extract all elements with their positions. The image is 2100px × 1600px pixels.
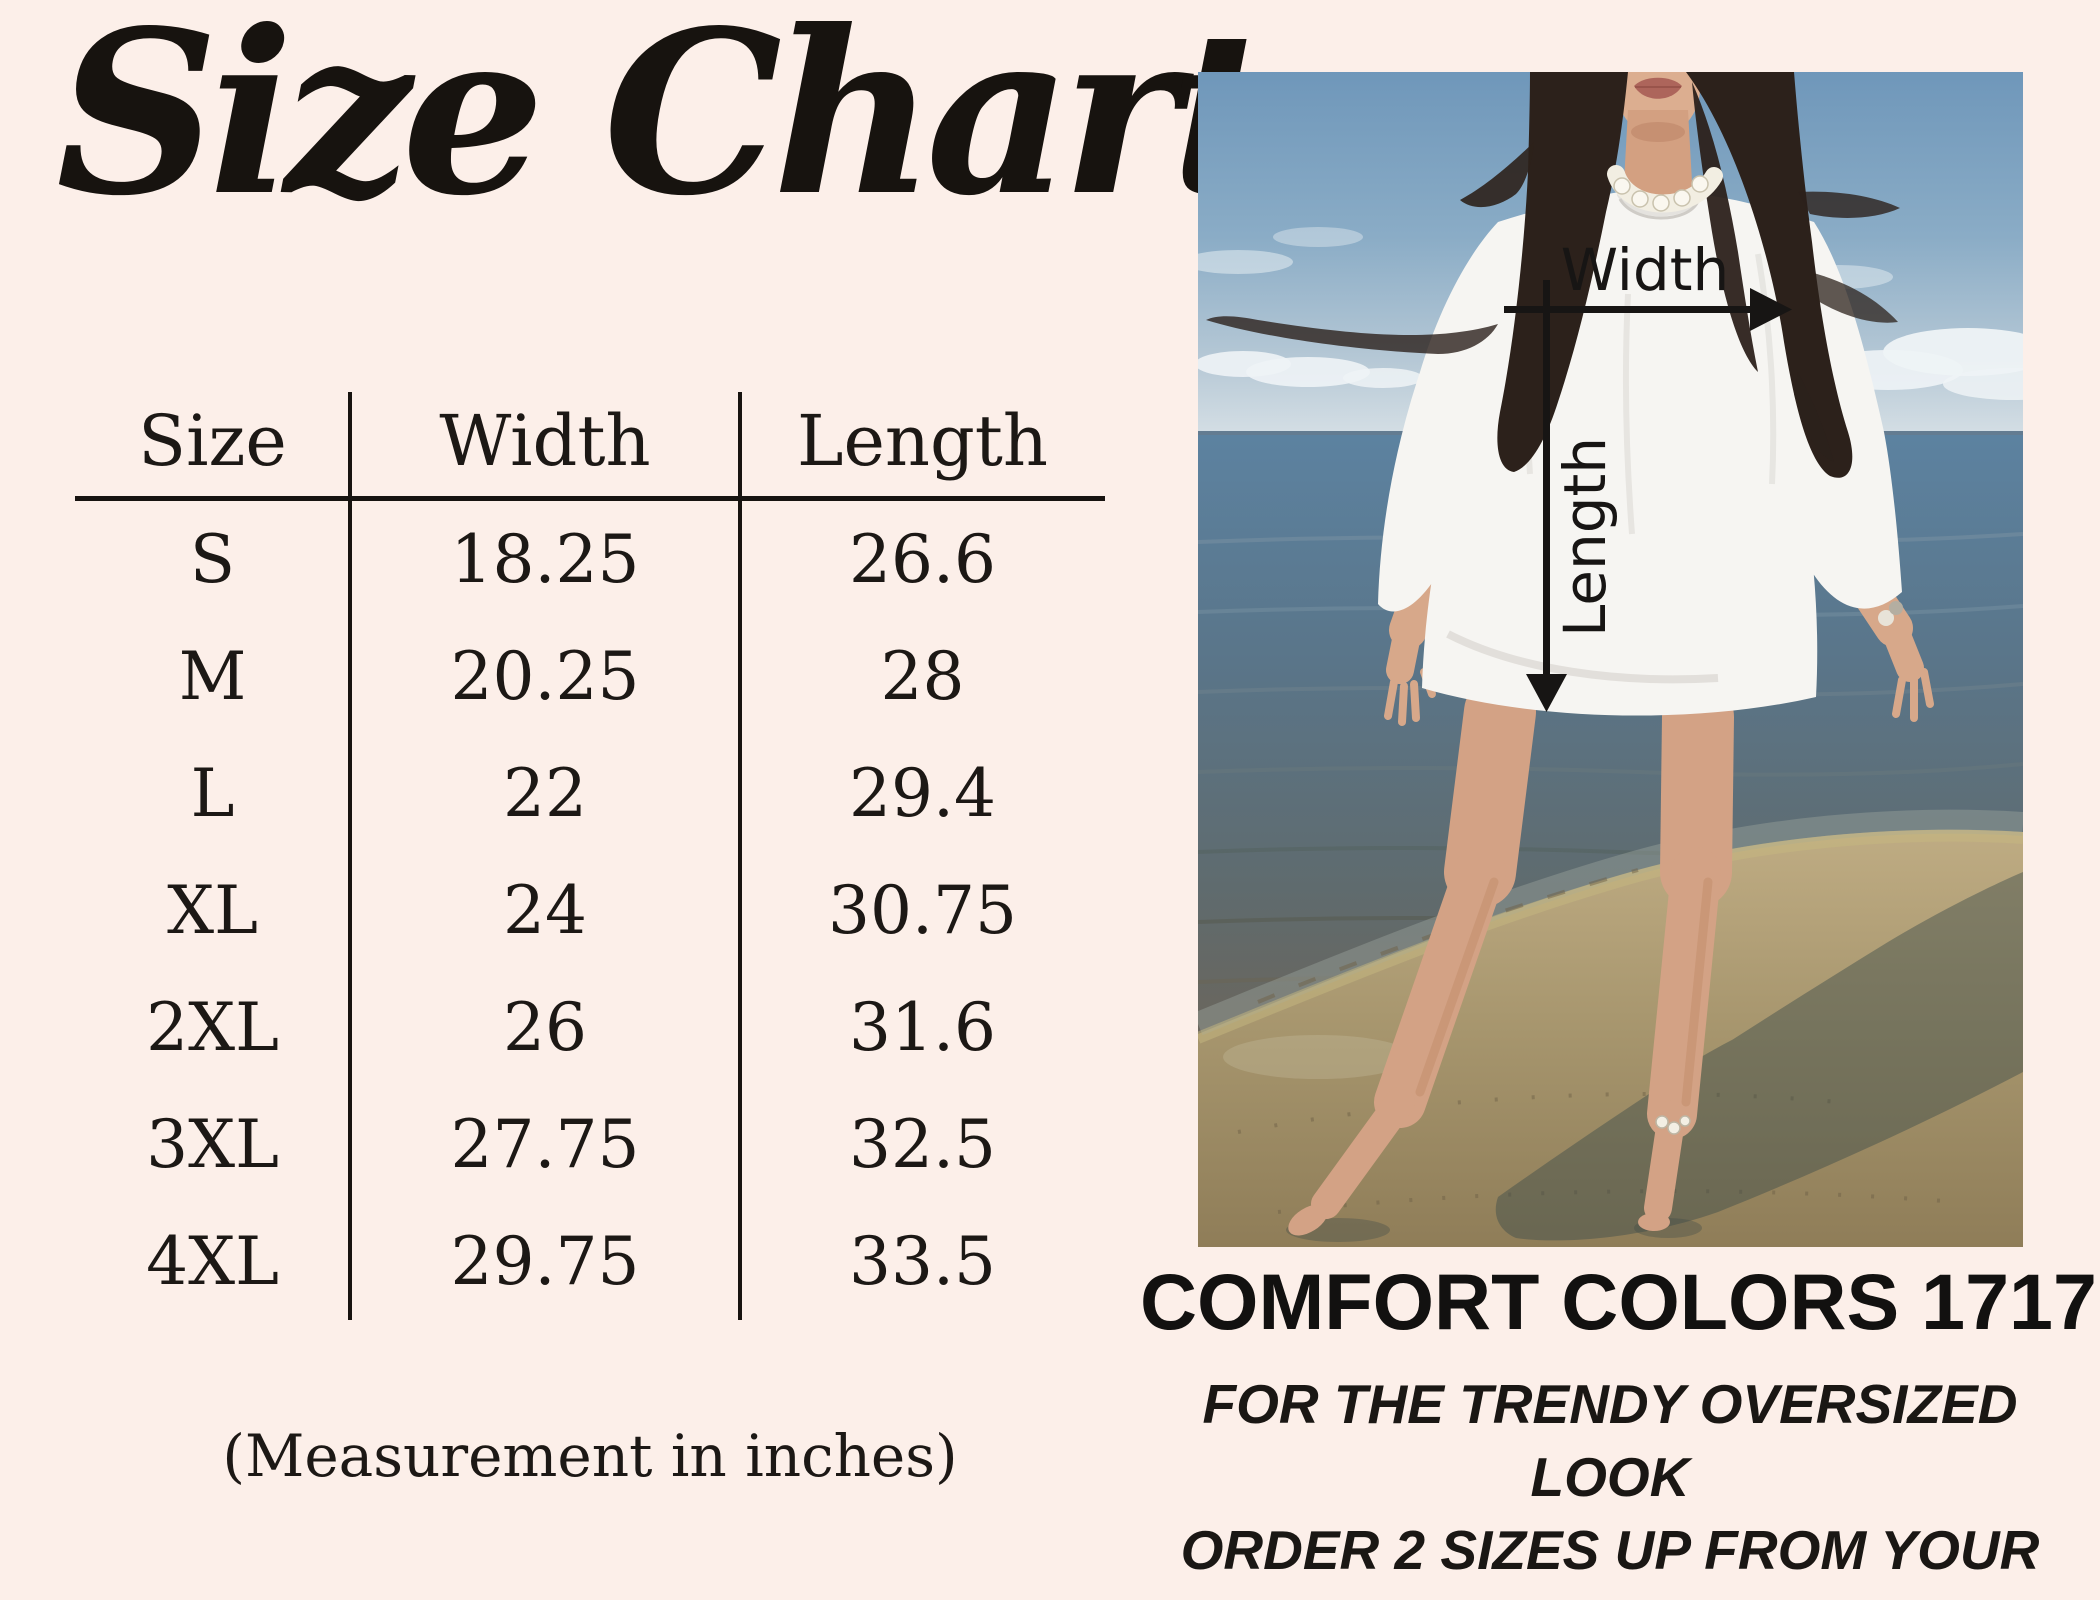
brand-name: COMFORT COLORS 1717 (1140, 1257, 2097, 1346)
wet-sand-edge (1198, 809, 2023, 1036)
neck-shadow (1631, 122, 1685, 142)
table-row: XL 24 30.75 (75, 852, 1105, 969)
length-cell: 30.75 (828, 872, 1017, 949)
length-cell: 31.6 (849, 989, 996, 1066)
width-cell: 20.25 (450, 638, 640, 715)
model-shadow (1495, 872, 2023, 1241)
size-cell: 2XL (146, 989, 279, 1066)
width-cell: 24 (503, 872, 587, 949)
anklet (1655, 1115, 1691, 1135)
size-cell: L (190, 755, 235, 832)
leg-shading (1415, 877, 1713, 1107)
measurement-annotations: Width Length (1504, 236, 1792, 712)
size-cell: 4XL (146, 1223, 279, 1300)
page-title: Size Chart (56, 0, 1274, 246)
tagline-line: ORDER 2 SIZES UP FROM YOUR (1180, 1519, 2040, 1581)
size-cell: S (189, 521, 236, 598)
length-cell: 32.5 (849, 1106, 996, 1183)
size-cell: XL (167, 872, 258, 949)
size-table: Size Width Length S 18.25 26.6 M 20.25 2… (75, 386, 1105, 1320)
length-arrowhead (1526, 674, 1567, 712)
lips (1634, 77, 1682, 99)
table-column-divider (738, 392, 742, 1320)
collar-shadow (1618, 198, 1700, 220)
width-cell: 26 (503, 989, 587, 1066)
length-label: Length (1551, 437, 1619, 637)
width-cell: 22 (503, 755, 587, 832)
size-cell: 3XL (146, 1106, 279, 1183)
left-foot (1288, 1204, 1328, 1236)
width-arrowhead (1750, 288, 1792, 331)
table-row: L 22 29.4 (75, 735, 1105, 852)
right-foot (1638, 1213, 1670, 1231)
width-arrow-line (1504, 306, 1756, 313)
width-cell: 27.75 (450, 1106, 640, 1183)
table-row: M 20.25 28 (75, 618, 1105, 735)
table-row: S 18.25 26.6 (75, 501, 1105, 618)
table-header-row: Size Width Length (75, 386, 1105, 501)
tagline-line: NORMAL FIT (1120, 1587, 2100, 1600)
tshirt (1378, 192, 1902, 716)
legs (1311, 676, 1734, 1222)
column-header-width: Width (439, 400, 651, 482)
length-cell: 33.5 (849, 1223, 996, 1300)
table-row: 4XL 29.75 33.5 (75, 1203, 1105, 1320)
column-header-length: Length (796, 400, 1048, 482)
hair (1206, 72, 1900, 478)
tagline-line: FOR THE TRENDY OVERSIZED LOOK (1202, 1373, 2018, 1508)
column-header-size: Size (138, 400, 287, 482)
size-cell: M (178, 638, 247, 715)
width-cell: 29.75 (450, 1223, 640, 1300)
length-cell: 26.6 (849, 521, 996, 598)
wet-sand-sheen (1223, 1035, 1413, 1079)
model-figure (1206, 72, 1934, 1236)
fit-tagline: FOR THE TRENDY OVERSIZED LOOK ORDER 2 SI… (1120, 1368, 2100, 1600)
table-row: 3XL 27.75 32.5 (75, 1086, 1105, 1203)
beach-photo: Width Length (1198, 72, 2023, 1247)
length-cell: 28 (880, 638, 965, 715)
necklace (1607, 165, 1723, 213)
units-note: (Measurement in inches) (222, 1422, 958, 1490)
bracelet (1878, 601, 1903, 626)
width-cell: 18.25 (450, 521, 640, 598)
length-arrow-line (1543, 306, 1550, 674)
sand (1198, 829, 2023, 1247)
table-column-divider (348, 392, 352, 1320)
width-label: Width (1561, 236, 1730, 304)
length-cell: 29.4 (849, 755, 996, 832)
sand-debris (1237, 868, 1959, 1214)
table-row: 2XL 26 31.6 (75, 969, 1105, 1086)
shoreline-streak (1198, 829, 2023, 1044)
